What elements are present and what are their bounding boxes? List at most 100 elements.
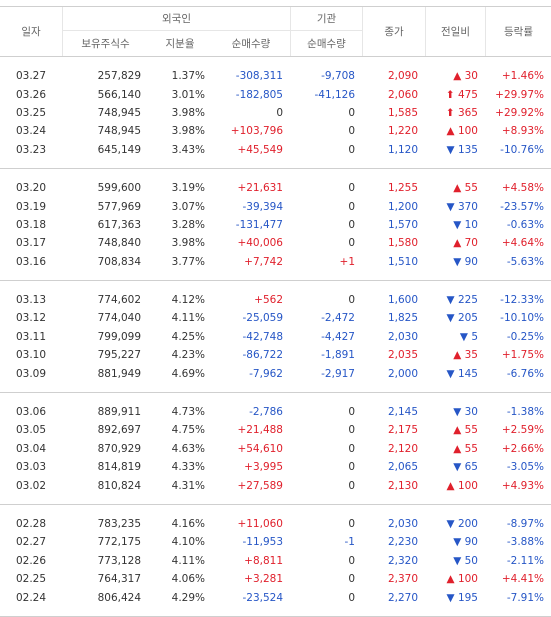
date-cell: 03.16: [15, 255, 47, 268]
institution-net-cell: 0: [348, 461, 355, 474]
foreign-net-cell: +3,281: [244, 573, 283, 586]
rate-cell: +1.46%: [501, 70, 544, 83]
holdings-cell: 764,317: [97, 573, 141, 586]
date-cell: 03.25: [15, 106, 47, 119]
close-cell: 2,370: [387, 573, 418, 586]
change-cell: ▼ 50: [453, 554, 478, 567]
rate-cell: -1.38%: [506, 406, 544, 419]
change-cell: ▼ 205: [446, 312, 478, 325]
change-cell: ▲ 55: [453, 424, 478, 437]
rate-cell: -2.11%: [506, 554, 544, 567]
close-cell: 1,200: [387, 200, 418, 213]
rate-cell: -8.97%: [506, 518, 544, 530]
date-cell: 03.24: [15, 125, 47, 138]
holdings-cell: 599,600: [97, 182, 141, 195]
change-cell: ▲ 100: [446, 125, 478, 138]
foreign-net-cell: -42,748: [242, 330, 283, 343]
header-cell: 전일비: [425, 7, 485, 56]
close-cell: 2,145: [387, 406, 418, 419]
date-cell: 03.17: [15, 237, 47, 250]
ratio-cell: 4.75%: [171, 424, 205, 437]
close-cell: 2,175: [387, 424, 418, 437]
change-cell: ▼ 145: [446, 367, 478, 380]
rate-cell: -0.25%: [506, 330, 544, 343]
rate-cell: -5.63%: [506, 255, 544, 268]
ratio-cell: 4.10%: [171, 536, 205, 549]
institution-net-cell: 0: [348, 479, 355, 492]
change-cell: ▼ 200: [446, 518, 478, 530]
change-cell: ▼ 195: [446, 591, 478, 604]
header-cell: 보유주식수: [62, 31, 148, 56]
table-row: 03.24 748,945 3.98% +103,796 0 1,220 ▲ 100 +8.9…: [0, 122, 551, 140]
table-row: 03.20 599,600 3.19% +21,631 0 1,255 ▲ 55 +4.58%: [0, 179, 551, 197]
foreign-net-cell: +45,549: [237, 143, 283, 156]
change-cell: ▲ 35: [453, 349, 478, 362]
institution-net-cell: -9,708: [321, 70, 355, 83]
date-cell: 02.24: [15, 591, 47, 604]
close-cell: 1,120: [387, 143, 418, 156]
change-cell: ▲ 30: [453, 70, 478, 83]
change-cell: ▲ 70: [453, 237, 478, 250]
close-cell: 2,065: [387, 461, 418, 474]
date-cell: 03.12: [15, 312, 47, 325]
date-cell: 03.23: [15, 143, 47, 156]
holdings-cell: 645,149: [97, 143, 141, 156]
date-cell: 02.28: [15, 518, 47, 530]
rate-cell: -23.57%: [500, 200, 544, 213]
rate-cell: +1.75%: [501, 349, 544, 362]
change-cell: ▼ 5: [459, 330, 478, 343]
date-cell: 02.25: [15, 573, 47, 586]
institution-net-cell: 0: [348, 200, 355, 213]
rate-cell: +2.66%: [501, 442, 544, 455]
row-group: 03.20 599,600 3.19% +21,631 0 1,255 ▲ 55 +4.58%…: [0, 169, 551, 281]
foreign-net-cell: +11,060: [237, 518, 283, 530]
table-row: 03.05 892,697 4.75% +21,488 0 2,175 ▲ 55 +2.59%: [0, 421, 551, 439]
foreign-net-cell: 0: [276, 106, 283, 119]
ratio-cell: 4.23%: [171, 349, 205, 362]
ratio-cell: 4.06%: [171, 573, 205, 586]
rate-cell: -10.76%: [500, 143, 544, 156]
foreign-net-cell: +103,796: [230, 125, 283, 138]
foreign-net-cell: +21,631: [237, 182, 283, 195]
holdings-cell: 708,834: [97, 255, 141, 268]
institution-net-cell: 0: [348, 218, 355, 231]
rate-cell: -12.33%: [500, 294, 544, 307]
change-cell: ▼ 65: [453, 461, 478, 474]
table-row: 03.11 799,099 4.25% -42,748 -4,427 2,030 ▼ 5 -0…: [0, 328, 551, 346]
foreign-net-cell: -182,805: [235, 88, 283, 101]
institution-net-cell: -41,126: [314, 88, 355, 101]
header-cell: 지분율: [165, 38, 195, 50]
foreign-net-cell: +3,995: [244, 461, 283, 474]
row-group: 02.28 783,235 4.16% +11,060 0 2,030 ▼ 200 -8.97…: [0, 505, 551, 617]
ratio-cell: 3.07%: [171, 200, 205, 213]
holdings-cell: 870,929: [97, 442, 141, 455]
institution-net-cell: 0: [348, 442, 355, 455]
date-cell: 03.06: [15, 406, 47, 419]
table-row: 03.02 810,824 4.31% +27,589 0 2,130 ▲ 100 +4.93…: [0, 476, 551, 494]
header-cell: 기관: [290, 7, 362, 31]
holdings-cell: 577,969: [97, 200, 141, 213]
close-cell: 1,580: [387, 237, 418, 250]
table-row: 03.23 645,149 3.43% +45,549 0 1,120 ▼ 135 -10.7…: [0, 141, 551, 159]
change-cell: ▼ 30: [453, 406, 478, 419]
close-cell: 2,270: [387, 591, 418, 604]
rate-cell: +8.93%: [501, 125, 544, 138]
close-cell: 2,035: [387, 349, 418, 362]
close-cell: 2,230: [387, 536, 418, 549]
ratio-cell: 3.98%: [171, 237, 205, 250]
rate-cell: +29.92%: [495, 106, 544, 119]
table-row: 03.04 870,929 4.63% +54,610 0 2,120 ▲ 55 +2.66%: [0, 440, 551, 458]
ratio-cell: 1.37%: [171, 70, 205, 83]
change-cell: ▼ 135: [446, 143, 478, 156]
holdings-cell: 617,363: [97, 218, 141, 231]
date-cell: 03.18: [15, 218, 47, 231]
close-cell: 2,130: [387, 479, 418, 492]
table-row: 03.16 708,834 3.77% +7,742 +1 1,510 ▼ 90 -5.63%: [0, 253, 551, 271]
holdings-cell: 748,945: [97, 125, 141, 138]
close-cell: 2,030: [387, 330, 418, 343]
close-cell: 1,825: [387, 312, 418, 325]
ratio-cell: 4.63%: [171, 442, 205, 455]
institution-net-cell: 0: [348, 182, 355, 195]
holdings-cell: 806,424: [97, 591, 141, 604]
